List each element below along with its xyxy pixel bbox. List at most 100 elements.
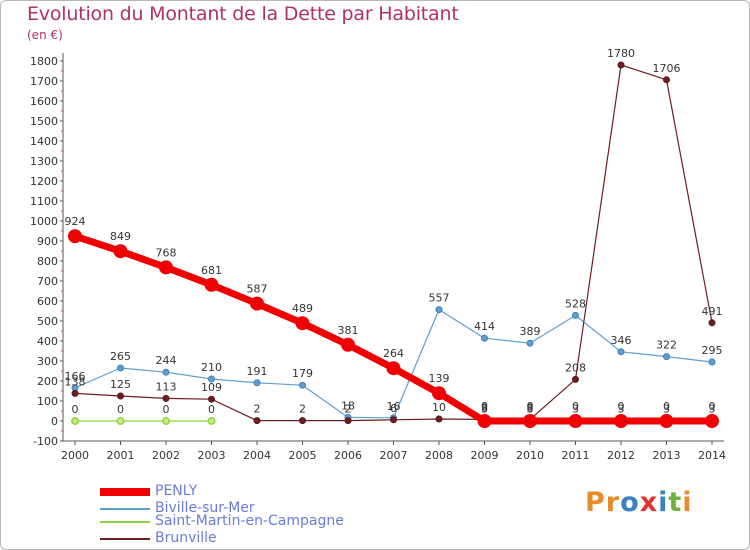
data-point [162, 368, 170, 376]
data-point [113, 244, 128, 259]
series-penly [68, 229, 719, 428]
y-tick-label: 400 [37, 335, 58, 348]
data-point [116, 417, 125, 425]
data-label: 210 [201, 361, 222, 374]
data-point [71, 389, 79, 397]
data-point [208, 375, 215, 383]
data-point [204, 277, 219, 292]
x-tick-label: 2013 [653, 449, 681, 462]
logo-letter: r [605, 487, 621, 518]
data-point [617, 61, 625, 69]
legend-swatch [100, 538, 150, 540]
legend-label: Biville-sur-Mer [155, 500, 255, 516]
data-point [207, 417, 216, 425]
logo-letter: i [658, 487, 669, 518]
data-point [526, 339, 534, 347]
data-label: 0 [527, 400, 534, 413]
data-label: 191 [247, 365, 268, 378]
y-tick-label: 1600 [30, 95, 58, 108]
x-tick-label: 2007 [380, 449, 408, 462]
y-tick-label: 0 [51, 415, 58, 428]
logo-letter: i [682, 487, 693, 518]
legend-swatch [100, 508, 150, 510]
data-point [117, 392, 124, 400]
y-tick-label: 1700 [30, 75, 58, 88]
data-label: 0 [163, 403, 170, 416]
data-label: 0 [481, 400, 488, 413]
y-tick-label: 200 [37, 375, 58, 388]
data-label: 3 [572, 402, 579, 415]
data-point [435, 306, 443, 314]
logo-letter: P [585, 487, 606, 518]
y-tick-label: 1800 [30, 55, 58, 68]
x-tick-label: 2002 [152, 449, 180, 462]
data-label: 2 [254, 403, 261, 416]
y-tick-label: 1100 [30, 195, 58, 208]
data-label: 8 [527, 401, 534, 414]
data-label: 0 [208, 403, 215, 416]
x-tick-label: 2008 [425, 449, 453, 462]
data-label: 491 [702, 305, 723, 318]
data-label: 0 [663, 400, 670, 413]
data-point [299, 417, 306, 425]
y-tick-label: 800 [37, 255, 58, 268]
y-tick-label: 700 [37, 275, 58, 288]
y-tick-label: -100 [33, 435, 58, 448]
data-point [253, 417, 261, 425]
y-tick-label: 1200 [30, 175, 58, 188]
data-label: 3 [527, 402, 534, 415]
data-point [708, 319, 716, 327]
data-point [572, 375, 579, 383]
data-label: 138 [65, 375, 86, 388]
data-label: 2 [345, 403, 352, 416]
x-tick-label: 2009 [471, 449, 499, 462]
data-label: 10 [432, 401, 446, 414]
data-label: 166 [65, 370, 86, 383]
data-label: 265 [110, 350, 131, 363]
data-label: 125 [110, 378, 131, 391]
data-point [663, 353, 670, 361]
data-label: 295 [702, 344, 723, 357]
x-tick-label: 2003 [198, 449, 226, 462]
data-label: 1780 [607, 47, 635, 60]
data-label: 244 [156, 354, 177, 367]
data-label: 6 [390, 402, 397, 415]
data-label: 18 [341, 399, 355, 412]
data-point [614, 414, 628, 428]
data-label: 1706 [653, 62, 681, 75]
data-label: 381 [338, 324, 359, 337]
data-label: 0 [72, 403, 79, 416]
data-label: 557 [429, 292, 450, 305]
data-label: 322 [656, 339, 677, 352]
legend-label: PENLY [155, 483, 198, 499]
y-tick-label: 100 [37, 395, 58, 408]
legend-swatch [100, 488, 150, 496]
data-point [159, 260, 173, 275]
x-tick-label: 2011 [562, 449, 590, 462]
data-label: 264 [383, 347, 404, 360]
data-label: 849 [110, 230, 131, 243]
data-point [253, 379, 261, 387]
data-point [390, 416, 397, 424]
data-label: 3 [709, 402, 716, 415]
x-tick-label: 2014 [698, 449, 726, 462]
data-label: 2 [299, 403, 306, 416]
logo-letter: t [668, 487, 683, 518]
data-point [344, 417, 352, 425]
x-tick-label: 2004 [243, 449, 271, 462]
data-label: 389 [520, 325, 541, 338]
data-label: 109 [201, 381, 222, 394]
data-label: 346 [611, 334, 632, 347]
data-point [481, 334, 488, 342]
data-label: 208 [565, 361, 586, 374]
data-point [71, 417, 79, 425]
x-tick-label: 2010 [516, 449, 544, 462]
data-point [708, 358, 716, 366]
y-tick-label: 600 [37, 295, 58, 308]
y-tick-label: 900 [37, 235, 58, 248]
data-label: 3 [481, 402, 488, 415]
data-label: 0 [618, 400, 625, 413]
x-tick-label: 2006 [334, 449, 362, 462]
data-point [162, 417, 170, 425]
data-point [341, 337, 355, 352]
